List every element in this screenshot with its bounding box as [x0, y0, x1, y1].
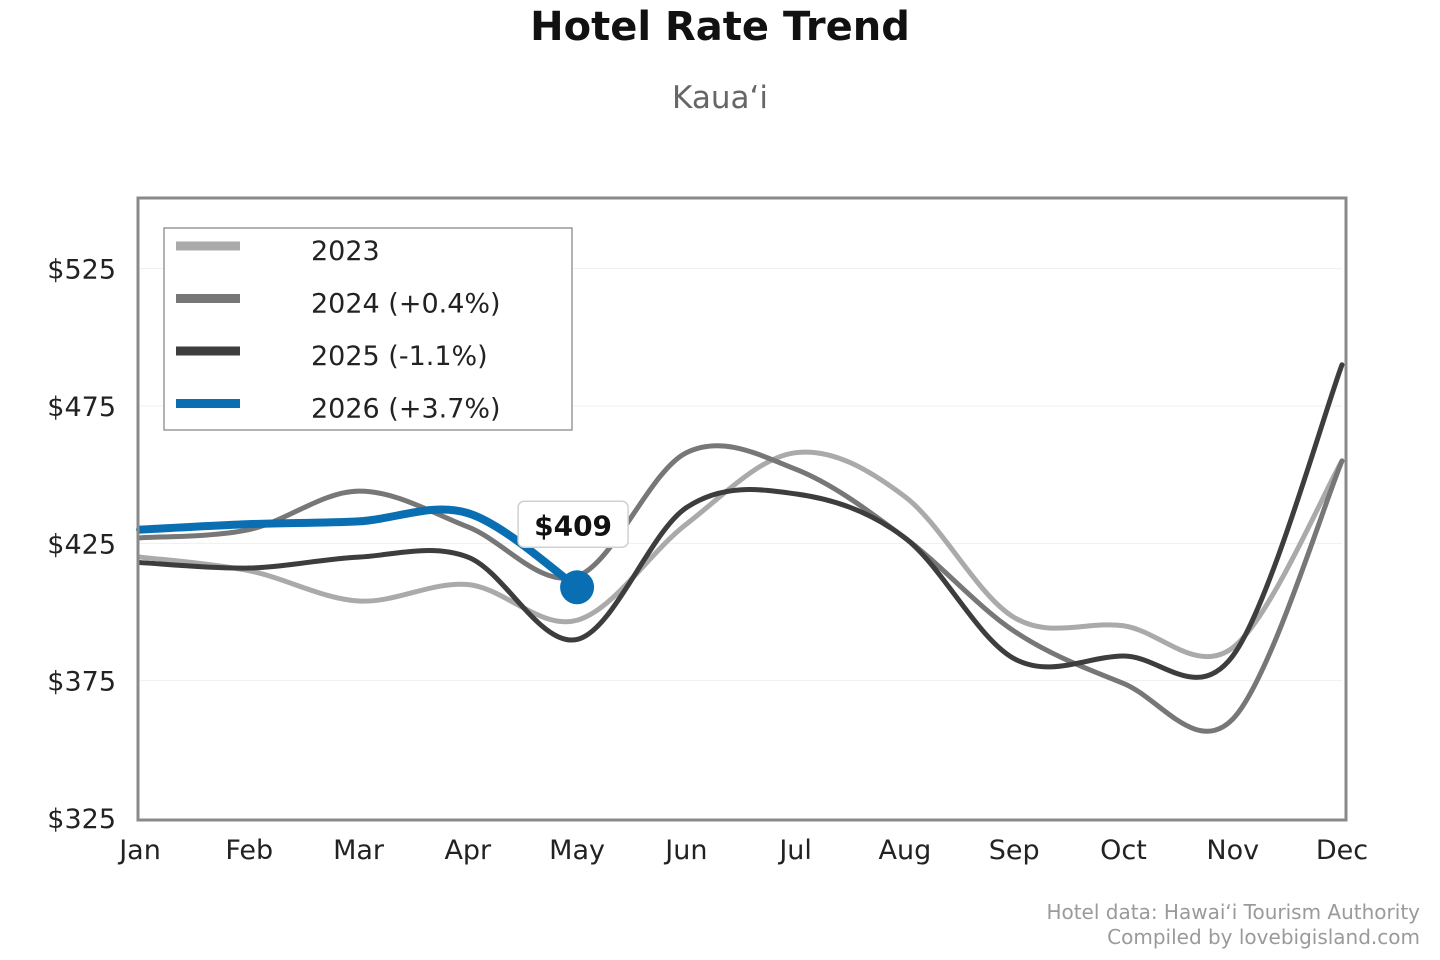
source-line-2: Compiled by lovebigisland.com	[1107, 925, 1420, 949]
series-line-2025	[137, 362, 1345, 680]
legend-label: 2026 (+3.7%)	[311, 394, 501, 425]
x-axis-tick-labels: Jan Feb Mar Apr May Jun Jul Aug Sep Oct Nov Dec	[117, 835, 1368, 866]
annotation-marker	[560, 570, 595, 605]
plot-frame	[136, 196, 1348, 822]
annotation: $409	[517, 500, 629, 605]
chart-subtitle: Kauaʻi	[672, 80, 768, 116]
legend-label: 2023	[311, 236, 380, 267]
x-tick-label: Jan	[117, 835, 161, 866]
series-lines	[136, 362, 1345, 734]
y-tick-label: $425	[47, 529, 116, 560]
y-axis-tick-labels: $325 $375 $425 $475 $525	[47, 255, 116, 835]
x-tick-label: Mar	[333, 835, 385, 866]
annotation-box	[517, 500, 629, 549]
legend-label: 2024 (+0.4%)	[311, 289, 501, 320]
source-line-1: Hotel data: Hawaiʻi Tourism Authority	[1046, 900, 1420, 924]
source-credit: Hotel data: Hawaiʻi Tourism Authority Co…	[1046, 900, 1420, 950]
y-tick-label: $325	[47, 804, 116, 835]
annotation-label: $409	[534, 509, 612, 542]
series-line-2026	[136, 505, 582, 592]
x-tick-label: Dec	[1316, 835, 1368, 866]
series-line-2024	[137, 443, 1345, 734]
x-tick-label: Jul	[777, 835, 812, 866]
chart-title: Hotel Rate Trend	[530, 4, 910, 50]
x-tick-label: Feb	[225, 835, 273, 866]
y-tick-label: $475	[47, 392, 116, 423]
x-tick-label: Nov	[1206, 835, 1259, 866]
x-tick-label: Oct	[1100, 835, 1147, 866]
x-tick-label: Sep	[989, 835, 1040, 866]
legend-label: 2025 (-1.1%)	[311, 341, 488, 372]
y-tick-label: $375	[47, 667, 116, 698]
y-tick-label: $525	[47, 255, 116, 286]
x-tick-label: Apr	[444, 835, 492, 866]
legend: 2023 2024 (+0.4%) 2025 (-1.1%) 2026 (+3.7%)	[163, 227, 573, 431]
series-line-2023	[137, 449, 1345, 660]
x-tick-label: May	[549, 835, 605, 866]
x-tick-label: Jun	[663, 835, 707, 866]
x-tick-label: Aug	[879, 835, 932, 866]
legend-box	[163, 227, 573, 431]
